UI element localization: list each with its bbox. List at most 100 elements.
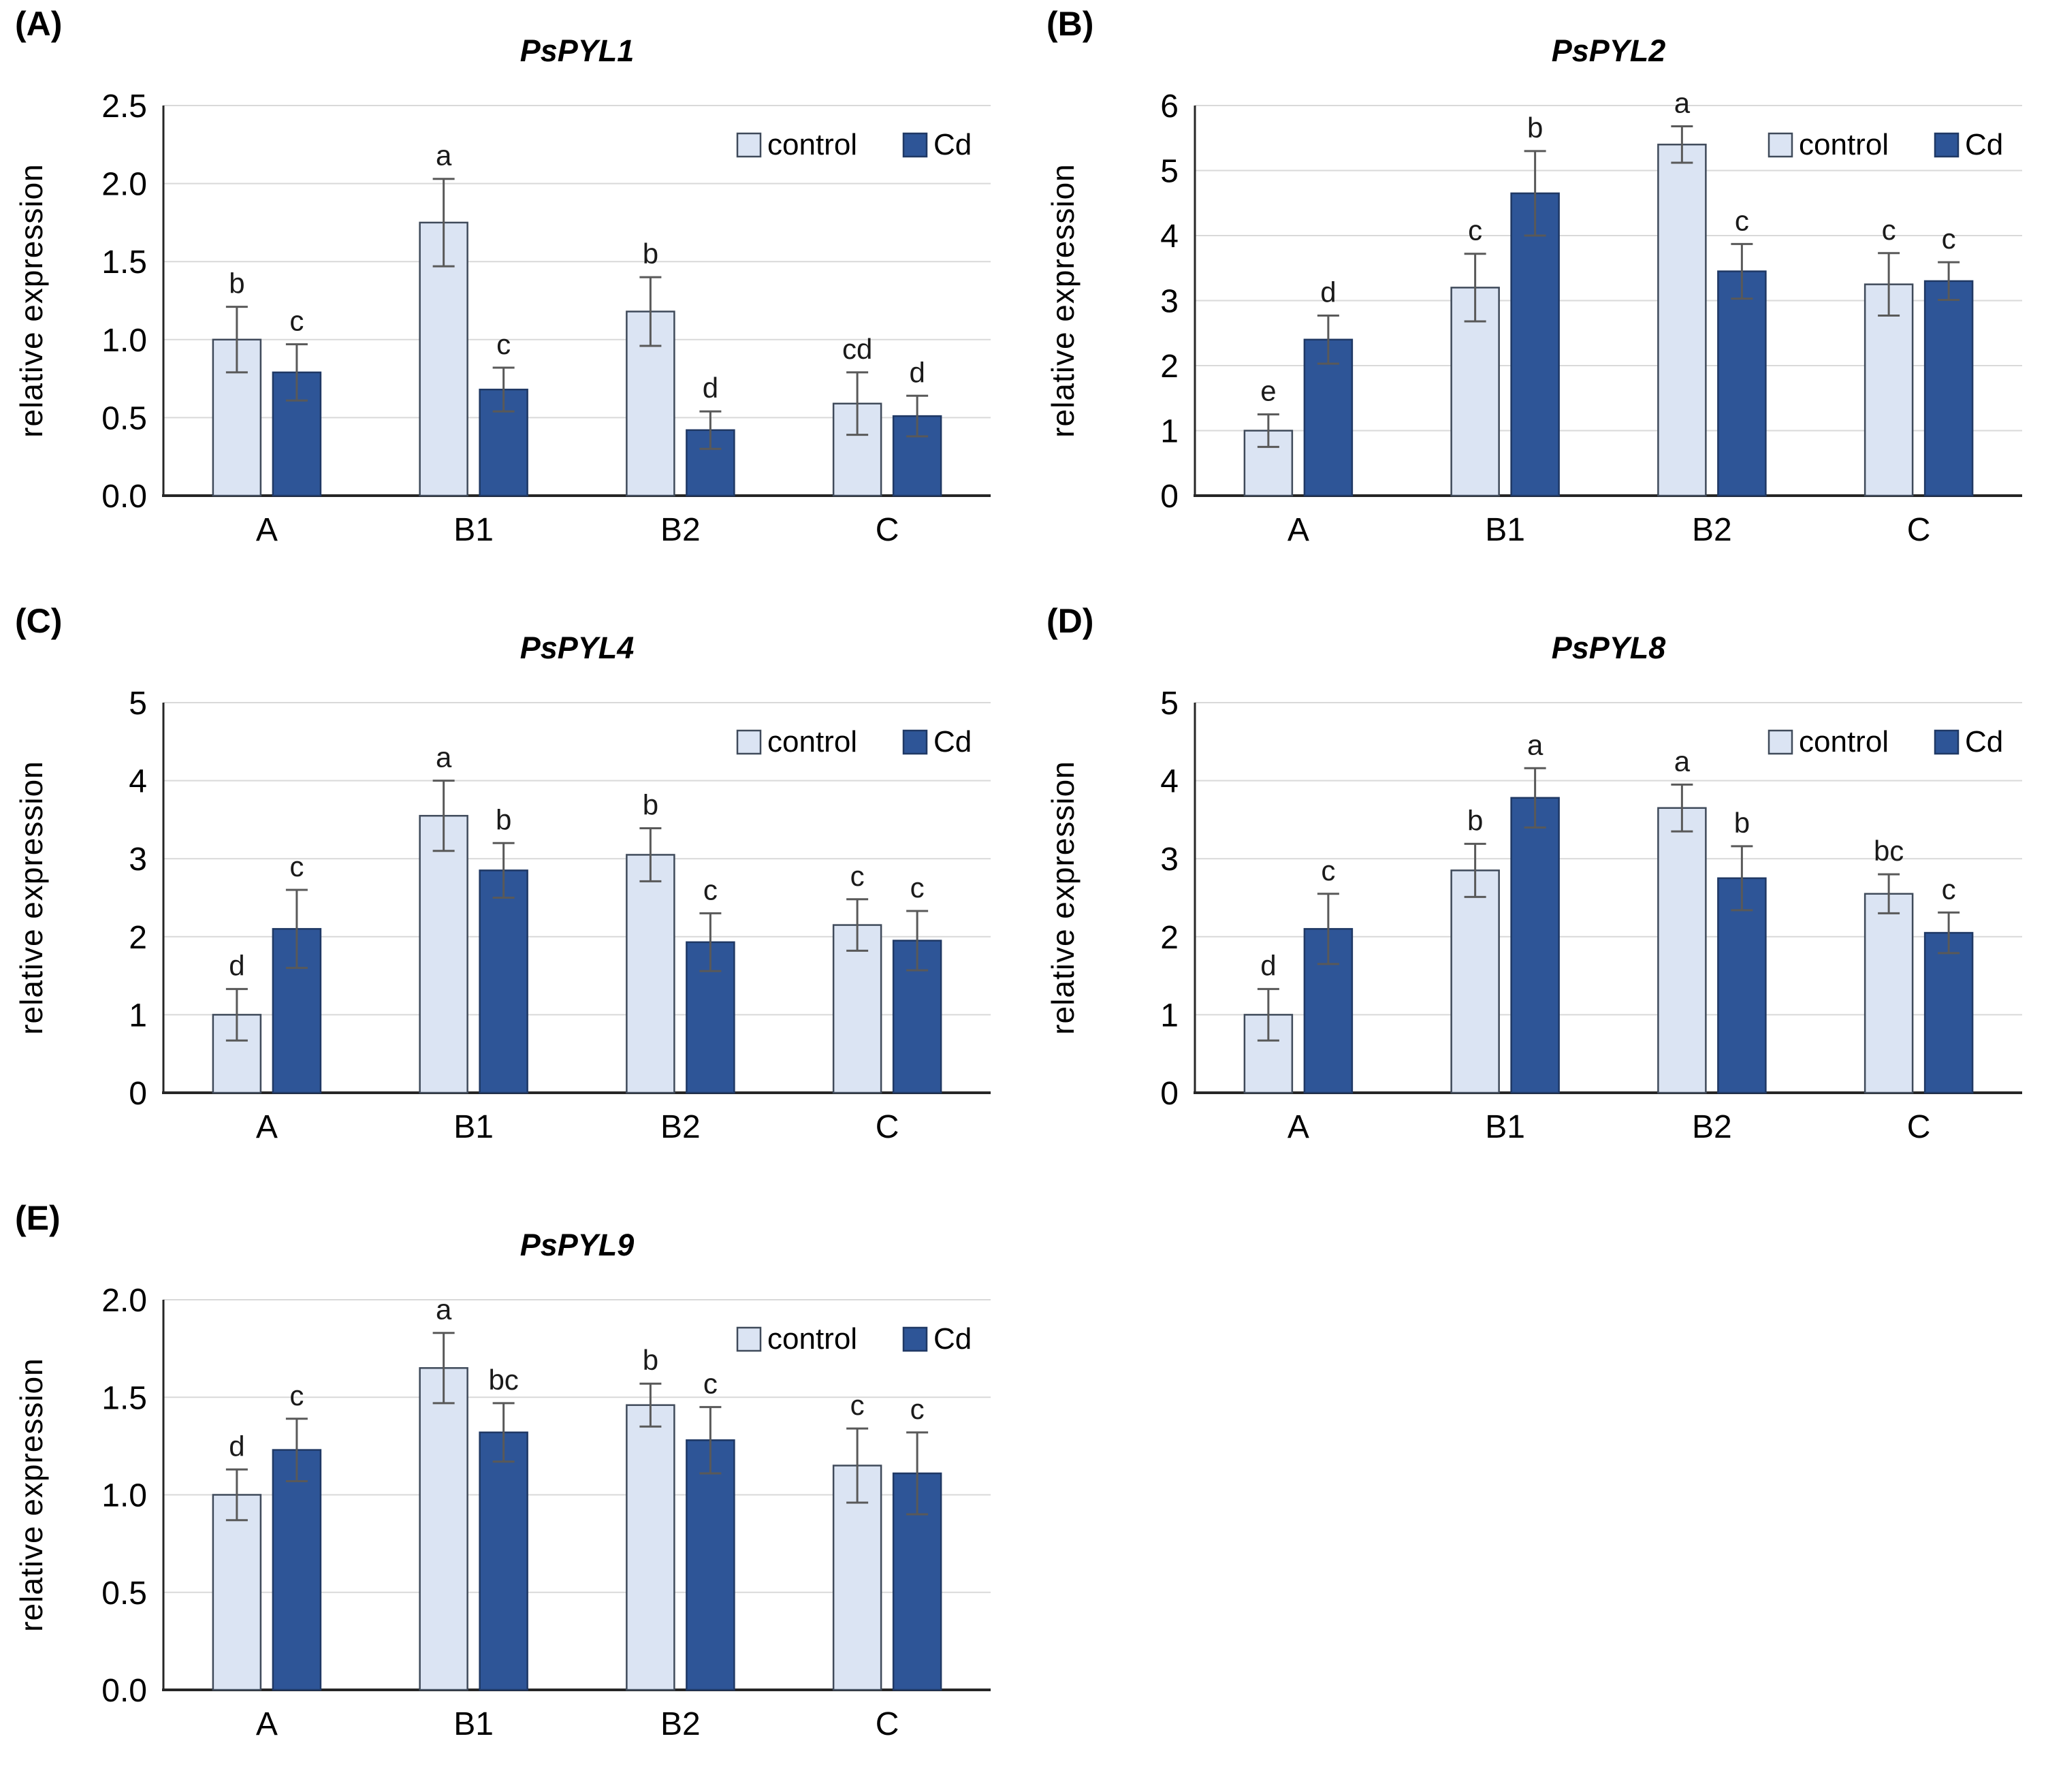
panel-label-e: (E)	[15, 1199, 61, 1237]
bar-Cd-B2	[1717, 877, 1767, 1094]
legend-label-Cd: Cd	[933, 128, 972, 161]
y-axis-title: relative expression	[1045, 761, 1081, 1035]
sig-letter-control-C: c	[1882, 214, 1896, 246]
legend-swatch-control	[1768, 729, 1793, 755]
x-tick-label: A	[256, 1706, 278, 1742]
bar-control-C	[832, 924, 882, 1094]
y-axis-title: relative expression	[14, 1358, 49, 1632]
sig-letter-Cd-B2: b	[1734, 807, 1750, 839]
y-tick-label: 1	[1160, 997, 1179, 1034]
legend-swatch-Cd	[1934, 729, 1960, 755]
chart-title-pspyl1: PsPYL1	[519, 33, 635, 68]
sig-letter-control-C: bc	[1874, 835, 1904, 867]
bar-control-B1	[419, 221, 468, 497]
bar-control-B1	[1450, 869, 1500, 1094]
bar-Cd-B1	[479, 869, 528, 1094]
sig-letter-control-A: d	[1260, 950, 1276, 982]
sig-letter-control-B1: a	[436, 741, 452, 773]
y-tick-label: 4	[1160, 219, 1179, 255]
y-tick-label: 1.5	[101, 1380, 147, 1416]
bar-Cd-B1	[1510, 192, 1560, 497]
sig-letter-control-B1: c	[1468, 214, 1482, 246]
sig-letter-Cd-A: c	[289, 305, 304, 337]
panel-label-d: (D)	[1046, 602, 1094, 640]
x-tick-label: B2	[660, 1706, 701, 1742]
sig-letter-control-B2: a	[1674, 745, 1691, 777]
bar-control-B2	[1657, 144, 1707, 497]
sig-letter-Cd-C: c	[910, 1393, 925, 1425]
x-tick-label: B1	[453, 512, 494, 548]
legend-label-control: control	[767, 725, 857, 758]
chart-title-pspyl4: PsPYL4	[519, 630, 635, 665]
y-tick-label: 0	[1160, 479, 1179, 515]
y-tick-label: 0.5	[101, 400, 147, 436]
x-tick-label: C	[876, 1109, 899, 1145]
y-tick-label: 2	[1160, 349, 1179, 385]
chart-pspyl1: 0.0 0.5 1.0 1.5 2.0 2.5 relative expression Ab c…	[14, 89, 991, 548]
sig-letter-Cd-C: c	[910, 871, 925, 903]
legend-label-control: control	[767, 128, 857, 161]
sig-letter-Cd-B2: c	[703, 874, 718, 906]
sig-letter-Cd-A: c	[289, 1379, 304, 1411]
panel-label-c: (C)	[15, 602, 63, 640]
x-tick-label: B1	[1485, 512, 1525, 548]
x-tick-label: B1	[1485, 1109, 1525, 1145]
y-tick-label: 3	[129, 842, 147, 878]
sig-letter-Cd-B1: c	[496, 328, 511, 360]
sig-letter-control-B2: b	[643, 238, 658, 270]
legend-swatch-Cd	[902, 1326, 928, 1352]
y-tick-label: 1	[1160, 414, 1179, 450]
legend-swatch-control	[736, 1326, 762, 1352]
x-tick-label: C	[876, 512, 899, 548]
bar-control-B2	[626, 854, 675, 1094]
legend-swatch-Cd	[902, 729, 928, 755]
bar-control-C	[1864, 283, 1914, 497]
panel-a: (A) PsPYL1 0.0 0.5 1.0 1.5 2.0 2.5 relative ex…	[0, 0, 1032, 597]
legend-label-Cd: Cd	[933, 1322, 972, 1356]
sig-letter-control-B2: b	[643, 789, 658, 821]
bar-Cd-B2	[1717, 270, 1767, 497]
y-tick-label: 6	[1160, 89, 1179, 125]
x-tick-label: B2	[660, 1109, 701, 1145]
bar-control-A	[212, 1494, 262, 1691]
y-tick-label: 0.5	[101, 1575, 147, 1612]
bar-control-B2	[1657, 807, 1707, 1094]
y-tick-label: 0	[129, 1076, 147, 1112]
bar-Cd-C	[1923, 931, 1974, 1094]
y-tick-label: 2.0	[101, 1283, 147, 1319]
sig-letter-control-C: cd	[842, 333, 872, 365]
y-tick-label: 1.5	[101, 244, 147, 281]
x-tick-label: A	[256, 1109, 278, 1145]
legend-swatch-control	[1768, 132, 1793, 158]
chart-pspyl4: 0 1 2 3 4 5 relative expression Ad c B1 a b B2 b c Cc c c…	[14, 686, 991, 1145]
sig-letter-control-B1: a	[436, 1294, 452, 1326]
y-tick-label: 2.5	[101, 89, 147, 125]
chart-pspyl9: 0.0 0.5 1.0 1.5 2.0 relative expression Ad c B1 a…	[14, 1283, 991, 1742]
sig-letter-Cd-B2: c	[703, 1368, 718, 1400]
bar-Cd-B1	[1510, 797, 1560, 1094]
y-tick-label: 1	[129, 997, 147, 1034]
y-tick-label: 1.0	[101, 1478, 147, 1514]
sig-letter-Cd-A: d	[1320, 276, 1336, 308]
sig-letter-Cd-C: c	[1942, 873, 1956, 905]
sig-letter-Cd-B1: a	[1527, 729, 1544, 761]
x-tick-label: C	[1907, 512, 1931, 548]
legend-label-control: control	[1799, 725, 1889, 758]
legend-label-control: control	[1799, 128, 1889, 161]
bar-Cd-A	[1303, 338, 1354, 497]
y-tick-label: 5	[1160, 154, 1179, 190]
empty-cell	[1032, 1194, 2063, 1792]
sig-letter-control-C: c	[850, 1389, 865, 1421]
sig-letter-Cd-A: c	[289, 850, 304, 882]
panel-label-a: (A)	[15, 5, 63, 43]
sig-letter-control-A: d	[229, 950, 244, 982]
bar-Cd-A	[272, 1449, 322, 1691]
sig-letter-Cd-A: c	[1321, 854, 1335, 886]
chart-pspyl8: 0 1 2 3 4 5 relative expression Ad c B1 b a B2 a b Cbc c…	[1045, 686, 2022, 1145]
panel-label-b: (B)	[1046, 5, 1094, 43]
y-tick-label: 2	[1160, 920, 1179, 956]
legend-swatch-Cd	[1934, 132, 1960, 158]
y-axis-title: relative expression	[1045, 163, 1081, 438]
